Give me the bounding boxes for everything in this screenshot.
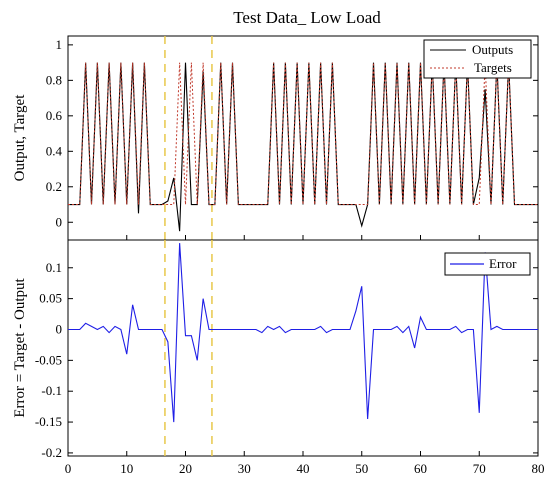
y-tick-label: -0.2 (41, 445, 62, 460)
bottom-marker-lines (164, 240, 213, 456)
top-legend: Outputs Targets (423, 39, 532, 79)
top-y-axis-label: Output, Target (12, 94, 28, 182)
y-tick-label: 0.6 (46, 108, 63, 123)
top-panel: 0 0.2 0.4 0.6 0.8 1 Output, Target Outputs Ta… (12, 35, 539, 241)
y-tick-label: 0.05 (39, 291, 62, 306)
y-tick-label: 0.4 (46, 143, 63, 158)
x-tick-label: 50 (355, 461, 368, 476)
x-tick-label: 60 (414, 461, 427, 476)
bottom-plot-frame (67, 239, 539, 457)
y-tick-label: 0.2 (46, 179, 62, 194)
y-tick-label: -0.05 (35, 352, 62, 367)
x-tick-label: 10 (120, 461, 133, 476)
top-legend-box (423, 39, 532, 79)
x-tick-label: 70 (473, 461, 486, 476)
bottom-y-ticks: 0.1 0.05 0 -0.05 -0.1 -0.15 -0.2 (35, 260, 538, 460)
y-tick-label: 0.8 (46, 72, 62, 87)
bottom-x-ticks: 0 10 20 30 40 50 60 70 80 (65, 451, 545, 476)
legend-error-label: Error (489, 256, 517, 271)
top-series (68, 62, 538, 232)
x-tick-label: 80 (532, 461, 545, 476)
y-tick-label: 0 (56, 214, 63, 229)
chart-title: Test Data_ Low Load (233, 8, 381, 27)
y-tick-label: -0.15 (35, 414, 62, 429)
top-y-ticks: 0 0.2 0.4 0.6 0.8 1 (46, 37, 539, 240)
series-line-error (68, 243, 538, 423)
x-tick-label: 0 (65, 461, 72, 476)
bottom-y-axis-label: Error = Target - Output (12, 278, 28, 418)
x-tick-label: 20 (179, 461, 192, 476)
bottom-series (68, 243, 538, 423)
x-tick-label: 30 (238, 461, 251, 476)
bottom-panel: 0.1 0.05 0 -0.05 -0.1 -0.15 -0.2 0 10 20 30 40 50 60… (12, 239, 545, 476)
legend-outputs-label: Outputs (472, 42, 513, 57)
x-tick-label: 40 (297, 461, 310, 476)
series-line-targets (68, 62, 538, 206)
top-marker-lines (164, 36, 213, 240)
bottom-legend: Error (444, 252, 531, 276)
legend-targets-label: Targets (474, 60, 512, 75)
y-tick-label: 0 (56, 321, 63, 336)
y-tick-label: 1 (56, 37, 63, 52)
y-tick-label: -0.1 (41, 383, 62, 398)
y-tick-label: 0.1 (46, 260, 62, 275)
bottom-legend-box (444, 252, 531, 276)
